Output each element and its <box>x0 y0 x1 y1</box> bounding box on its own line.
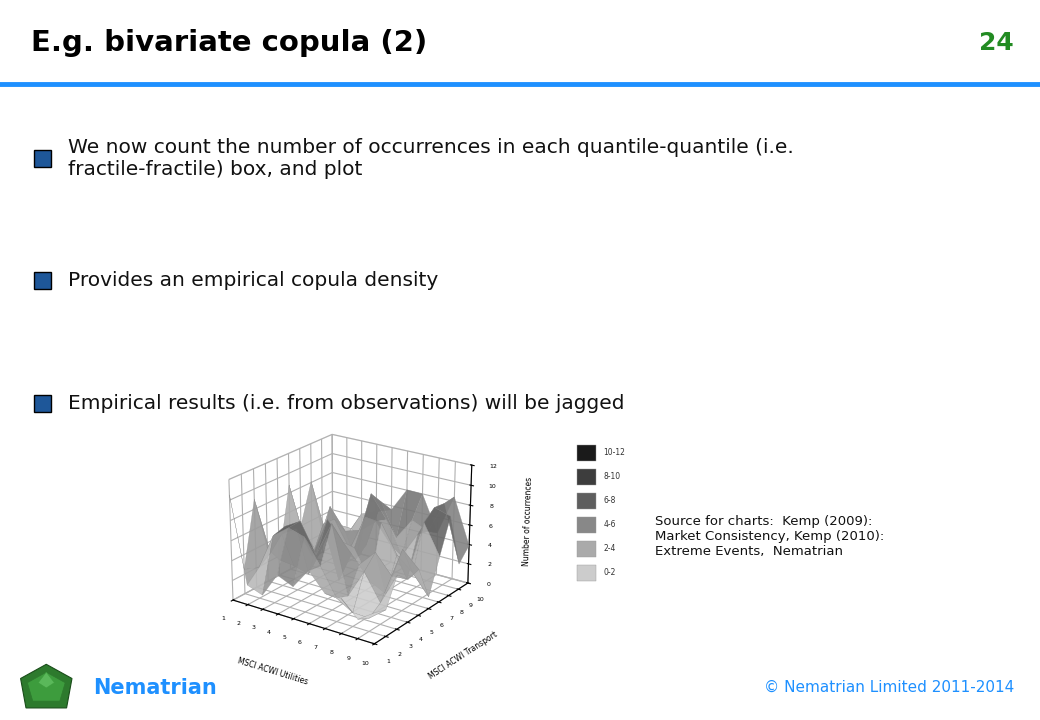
Text: 8-10: 8-10 <box>603 472 620 481</box>
Bar <box>577 469 596 485</box>
Polygon shape <box>21 665 72 708</box>
Text: 4-6: 4-6 <box>603 520 616 529</box>
Bar <box>577 541 596 557</box>
Text: Nematrian: Nematrian <box>94 678 217 698</box>
Bar <box>577 565 596 581</box>
Text: 2-4: 2-4 <box>603 544 616 553</box>
Text: E.g. bivariate copula (2): E.g. bivariate copula (2) <box>31 30 427 57</box>
Text: We now count the number of occurrences in each quantile-quantile (i.e.
fractile-: We now count the number of occurrences i… <box>68 138 794 179</box>
Polygon shape <box>27 672 66 701</box>
X-axis label: MSCI ACWI Utilities: MSCI ACWI Utilities <box>236 656 309 686</box>
Text: Source for charts:  Kemp (2009):
Market Consistency, Kemp (2010):
Extreme Events: Source for charts: Kemp (2009): Market C… <box>655 515 884 558</box>
Text: © Nematrian Limited 2011-2014: © Nematrian Limited 2011-2014 <box>763 680 1014 695</box>
Bar <box>577 446 596 462</box>
Text: 10-12: 10-12 <box>603 448 625 457</box>
Y-axis label: MSCI ACWI Transport: MSCI ACWI Transport <box>426 630 499 681</box>
Text: 0-2: 0-2 <box>603 568 616 577</box>
Text: 24: 24 <box>980 31 1014 55</box>
Text: Provides an empirical copula density: Provides an empirical copula density <box>68 271 438 290</box>
Polygon shape <box>38 672 54 688</box>
Text: Empirical results (i.e. from observations) will be jagged: Empirical results (i.e. from observation… <box>68 394 624 413</box>
Bar <box>577 518 596 534</box>
Text: 6-8: 6-8 <box>603 496 616 505</box>
Bar <box>577 493 596 509</box>
